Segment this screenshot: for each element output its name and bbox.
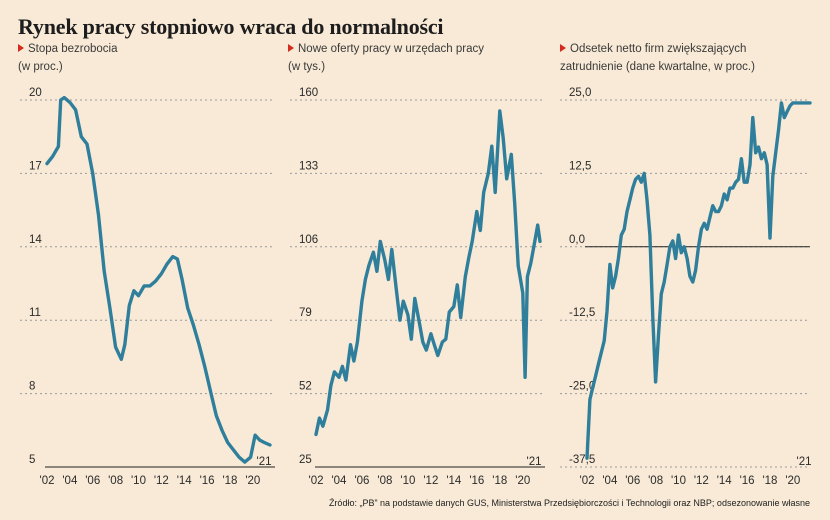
panel-2-header: Nowe oferty pracy w urzędach pracy (w ty…: [288, 40, 484, 76]
x-tick-label: '10: [400, 475, 415, 487]
x-tick-label: '20: [515, 475, 530, 487]
x-tick-label: '04: [62, 475, 78, 487]
panel-1-unit: (w proc.): [18, 61, 63, 73]
x-tick-label: '06: [625, 475, 640, 487]
x-tick-label: '10: [671, 475, 686, 487]
y-tick-label: 79: [299, 307, 312, 319]
x-tick-label: '14: [446, 475, 462, 487]
y-tick-label: 11: [29, 307, 41, 319]
y-tick-label: 8: [29, 381, 35, 393]
y-tick-label: 133: [299, 160, 318, 172]
y-tick-label: 5: [29, 454, 35, 466]
red-triangle-icon: [560, 44, 566, 52]
y-tick-label: -12,5: [569, 307, 595, 319]
y-tick-label: 0,0: [569, 234, 585, 246]
y-tick-label: 12,5: [569, 160, 591, 172]
x-tick-label: '20: [245, 475, 260, 487]
x-tick-label: '18: [762, 475, 777, 487]
x-tick-label: '08: [377, 475, 392, 487]
y-tick-label: 160: [299, 87, 318, 99]
y-tick-label: 106: [299, 234, 318, 246]
x-tick-label: '16: [740, 475, 755, 487]
x-tick-label: '04: [331, 475, 347, 487]
x-tick-label: '02: [40, 475, 55, 487]
x-tick-label: '20: [785, 475, 800, 487]
source-note: Źródło: „PB” na podstawie danych GUS, Mi…: [328, 498, 810, 508]
panel-3-unit: zatrudnienie (dane kwartalne, w proc.): [560, 61, 755, 73]
chart-title: Rynek pracy stopniowo wraca do normalnoś…: [18, 14, 444, 39]
x-tick-label: '18: [492, 475, 507, 487]
x-tick-label: '06: [85, 475, 100, 487]
x-tick-label: '12: [423, 475, 438, 487]
x-tick-label: '02: [580, 475, 595, 487]
panel-1-title: Stopa bezrobocia: [28, 43, 118, 55]
x-tick-label: '10: [131, 475, 146, 487]
x-tick-label: '08: [648, 475, 663, 487]
y-tick-label: 17: [29, 160, 42, 172]
series-line: [314, 109, 542, 437]
x-tick-label: '16: [200, 475, 215, 487]
panel-3-title: Odsetek netto firm zwiększających: [570, 43, 747, 55]
y-tick-label: -25,0: [569, 381, 595, 393]
series-line: [585, 101, 812, 460]
end-year-label: '21: [527, 456, 542, 468]
series-line: [45, 95, 272, 464]
red-triangle-icon: [288, 44, 294, 52]
y-tick-label: 25,0: [569, 87, 591, 99]
x-tick-label: '14: [717, 475, 733, 487]
x-tick-label: '04: [602, 475, 618, 487]
x-tick-label: '02: [309, 475, 324, 487]
y-tick-label: -37,5: [569, 454, 595, 466]
x-tick-label: '14: [177, 475, 193, 487]
x-tick-label: '08: [108, 475, 123, 487]
panel-3-header: Odsetek netto firm zwiększających zatrud…: [560, 40, 755, 76]
panel-2-title: Nowe oferty pracy w urzędach pracy: [298, 43, 484, 55]
x-tick-label: '12: [694, 475, 709, 487]
end-year-label: '21: [257, 456, 272, 468]
panel-1-header: Stopa bezrobocia (w proc.): [18, 40, 118, 76]
y-tick-label: 52: [299, 381, 312, 393]
x-tick-label: '12: [154, 475, 169, 487]
end-year-label: '21: [797, 456, 812, 468]
x-tick-label: '06: [354, 475, 369, 487]
panel-2-unit: (w tys.): [288, 61, 326, 73]
y-tick-label: 20: [29, 87, 42, 99]
x-tick-label: '16: [469, 475, 484, 487]
y-tick-label: 14: [29, 234, 42, 246]
red-triangle-icon: [18, 44, 24, 52]
x-tick-label: '18: [222, 475, 237, 487]
y-tick-label: 25: [299, 454, 312, 466]
